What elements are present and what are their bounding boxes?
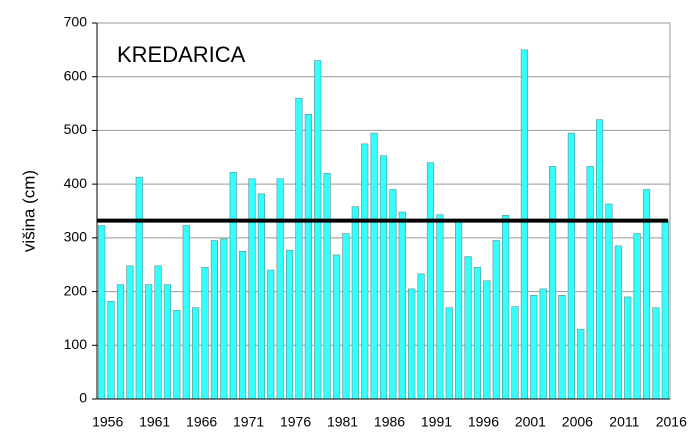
- bar: [295, 97, 303, 400]
- x-tick-label: 1986: [374, 414, 405, 430]
- bar: [182, 225, 190, 400]
- bar: [520, 49, 528, 400]
- bar: [577, 328, 585, 400]
- bar: [107, 300, 115, 400]
- x-tick-label: 1996: [468, 414, 499, 430]
- bar: [220, 238, 228, 400]
- bar: [586, 166, 594, 400]
- x-tick-label: 1956: [92, 414, 123, 430]
- bar: [116, 284, 125, 400]
- bar: [633, 233, 641, 400]
- bar: [210, 240, 219, 400]
- y-tick-label: 500: [64, 121, 88, 137]
- x-tick-label: 1961: [139, 414, 170, 430]
- bar: [567, 132, 575, 400]
- bar: [595, 119, 604, 400]
- bar: [436, 214, 444, 400]
- bar: [379, 155, 388, 400]
- bar: [173, 310, 181, 400]
- bar: [558, 295, 566, 400]
- bar: [483, 280, 491, 400]
- bar: [473, 267, 482, 400]
- bar: [398, 211, 406, 400]
- y-tick-label: 0: [79, 390, 87, 406]
- bar: [239, 250, 247, 400]
- x-tick-label: 2011: [609, 414, 639, 430]
- bar: [464, 256, 472, 400]
- bar: [351, 206, 359, 400]
- bar: [145, 284, 153, 400]
- bar: [154, 265, 162, 400]
- x-tick-label: 2006: [562, 414, 593, 430]
- bar: [332, 254, 341, 400]
- bar: [539, 288, 547, 400]
- bar: [257, 193, 265, 400]
- bar: [201, 267, 209, 400]
- bar: [417, 273, 425, 400]
- y-axis-label: višina (cm): [19, 170, 38, 252]
- bar: [163, 284, 172, 400]
- bar: [614, 245, 622, 400]
- chart-title: KREDARICA: [117, 42, 246, 67]
- bar: [605, 203, 613, 400]
- bar: [445, 307, 453, 400]
- bar: [135, 176, 143, 400]
- bar: [267, 269, 275, 400]
- y-tick-label: 700: [64, 14, 88, 30]
- bar: [530, 295, 538, 400]
- x-tick-label: 2016: [656, 414, 687, 430]
- x-tick-label: 2001: [515, 414, 546, 430]
- bar: [652, 307, 660, 400]
- bar: [361, 143, 369, 400]
- bar: [548, 166, 557, 400]
- bar: [502, 214, 510, 400]
- bar: [511, 306, 519, 400]
- y-tick-label: 100: [64, 336, 88, 352]
- bar: [323, 173, 331, 400]
- bar: [370, 132, 378, 400]
- bar: [192, 307, 200, 400]
- bar: [98, 225, 106, 400]
- bar: [408, 288, 416, 400]
- x-tick-label: 1966: [186, 414, 217, 430]
- y-tick-label: 300: [64, 229, 88, 245]
- x-tick-label: 1991: [421, 414, 452, 430]
- bar: [426, 162, 435, 400]
- bar: [285, 249, 294, 400]
- bar: [126, 265, 134, 400]
- bar: [661, 219, 669, 400]
- bar: [229, 172, 237, 400]
- bar: [314, 60, 322, 400]
- x-tick-label: 1981: [327, 414, 358, 430]
- bar: [492, 240, 500, 400]
- bar: [342, 233, 350, 400]
- x-tick-label: 1976: [280, 414, 311, 430]
- bar: [248, 178, 256, 400]
- bar: [276, 178, 284, 400]
- y-tick-label: 400: [64, 175, 88, 191]
- bar: [304, 114, 312, 400]
- y-tick-label: 200: [64, 282, 88, 298]
- x-tick-label: 1971: [233, 414, 264, 430]
- bar: [624, 296, 632, 400]
- bar: [455, 221, 463, 400]
- y-tick-label: 600: [64, 67, 88, 83]
